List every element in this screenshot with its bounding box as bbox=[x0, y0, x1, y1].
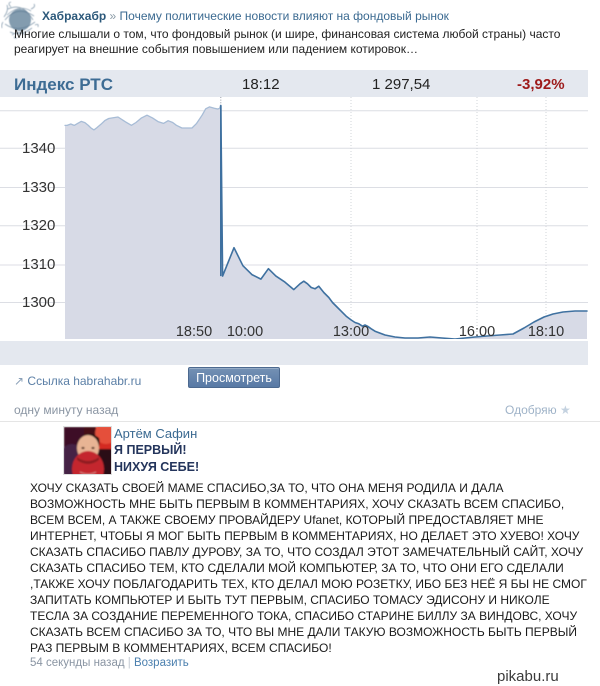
svg-text:1320: 1320 bbox=[22, 217, 55, 234]
svg-text:1330: 1330 bbox=[22, 179, 55, 196]
svg-text:1340: 1340 bbox=[22, 140, 55, 157]
svg-text:18:10: 18:10 bbox=[528, 324, 564, 339]
svg-text:13:00: 13:00 bbox=[333, 324, 369, 339]
svg-text:1300: 1300 bbox=[22, 294, 55, 311]
svg-text:10:00: 10:00 bbox=[227, 324, 263, 339]
svg-text:18:50: 18:50 bbox=[176, 324, 212, 339]
svg-text:16:00: 16:00 bbox=[459, 324, 495, 339]
svg-text:1310: 1310 bbox=[22, 256, 55, 273]
